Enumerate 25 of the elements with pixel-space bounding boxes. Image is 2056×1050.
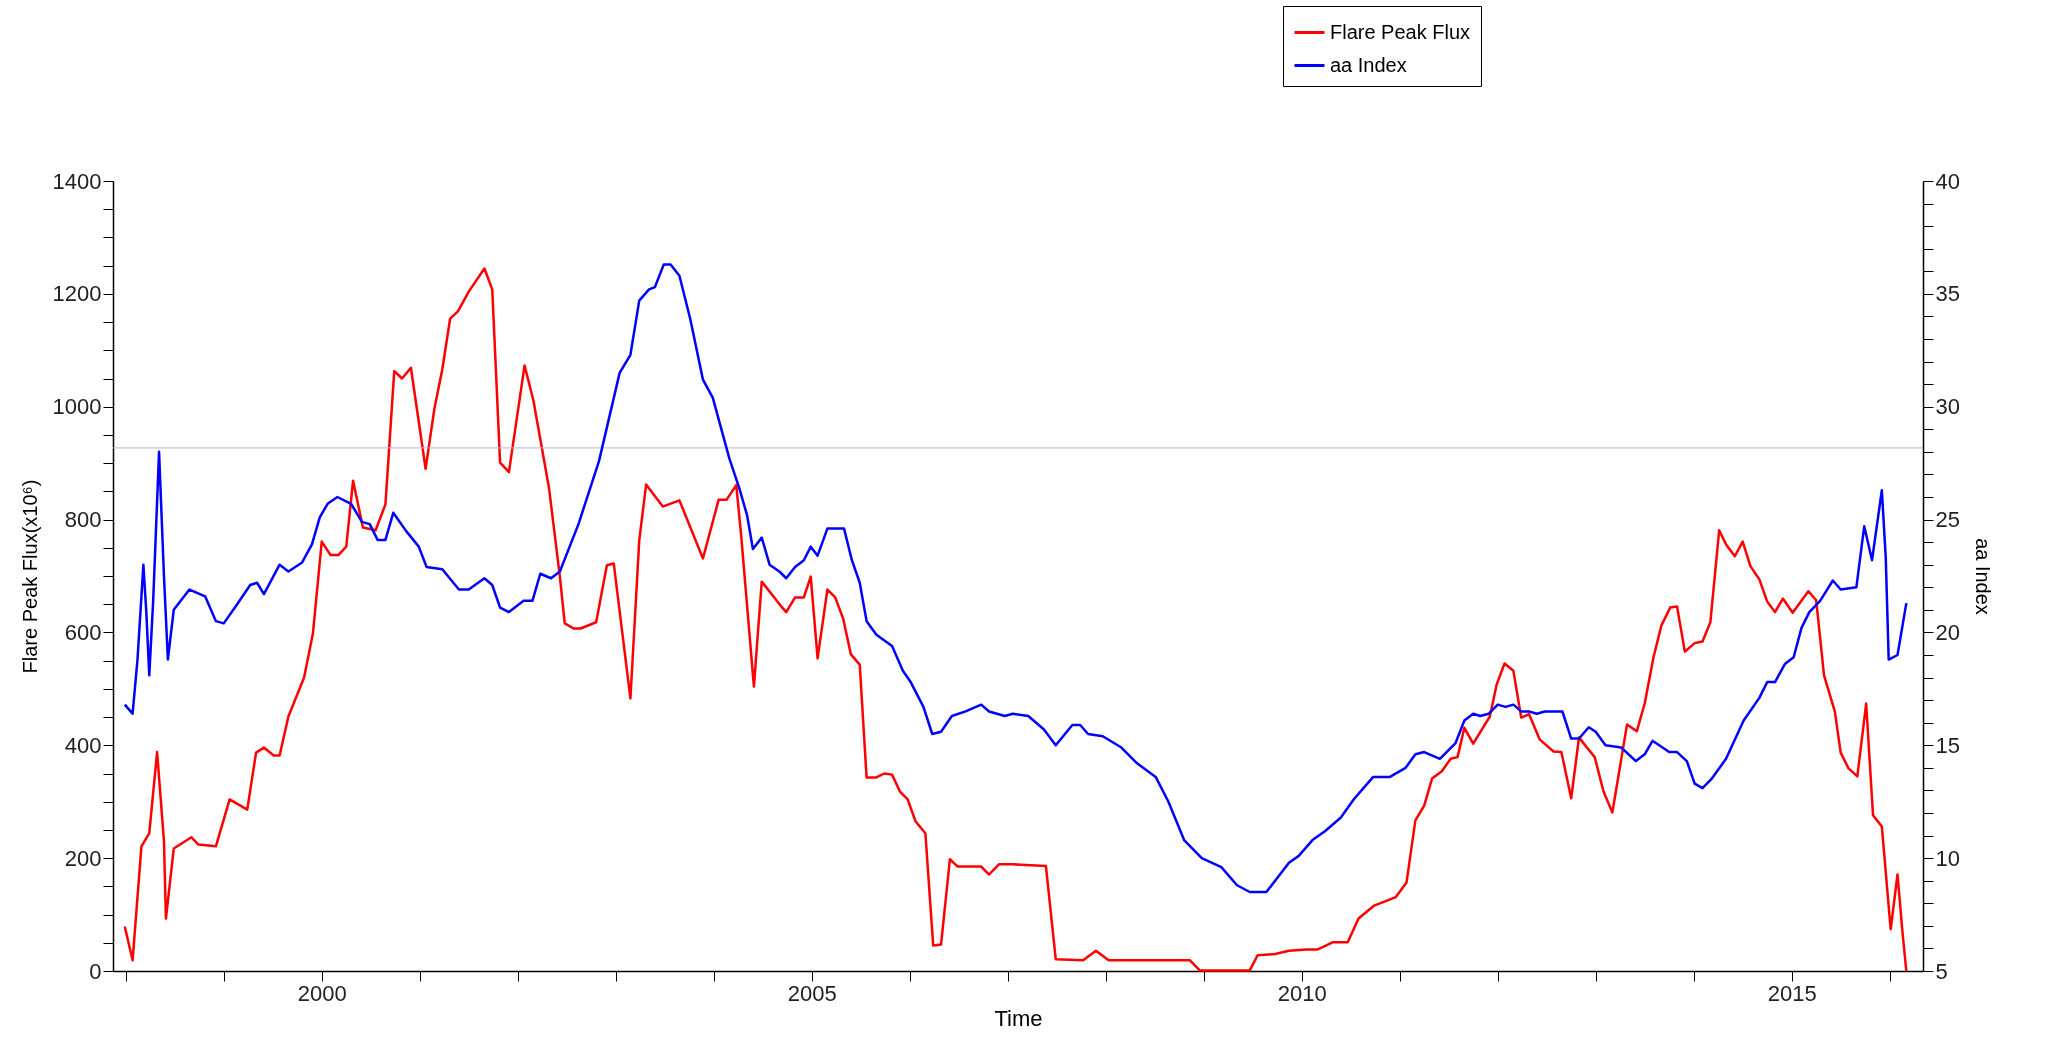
y2-tick-label: 5 bbox=[1935, 958, 1948, 984]
legend-label: aa Index bbox=[1330, 53, 1407, 76]
legend-label: Flare Peak Flux bbox=[1330, 20, 1471, 43]
x-tick-label: 2010 bbox=[1277, 980, 1327, 1006]
x-tick-label: 2015 bbox=[1767, 980, 1817, 1006]
y-tick-label: 200 bbox=[64, 845, 102, 871]
y-tick-label: 1200 bbox=[52, 281, 102, 307]
y2-tick-label: 35 bbox=[1935, 281, 1960, 307]
y-tick-label: 800 bbox=[64, 507, 102, 533]
y2-tick-label: 30 bbox=[1935, 394, 1960, 420]
y-tick-label: 1000 bbox=[52, 394, 102, 420]
y-tick-label: 400 bbox=[64, 732, 102, 758]
y2-tick-label: 25 bbox=[1935, 507, 1960, 533]
y2-tick-label: 10 bbox=[1935, 845, 1960, 871]
x-axis-title: Time bbox=[994, 1005, 1043, 1031]
y2-tick-label: 20 bbox=[1935, 619, 1960, 645]
y-tick-label: 600 bbox=[64, 619, 102, 645]
x-tick-label: 2005 bbox=[787, 980, 837, 1006]
y-axis-title: Flare Peak Flux(x10⁶) bbox=[18, 479, 41, 674]
y-tick-label: 1400 bbox=[52, 168, 102, 194]
y-tick-label: 0 bbox=[89, 958, 102, 984]
y2-tick-label: 15 bbox=[1935, 732, 1960, 758]
y2-tick-label: 40 bbox=[1935, 168, 1960, 194]
y2-axis-title: aa Index bbox=[1971, 538, 1994, 615]
x-tick-label: 2000 bbox=[297, 980, 347, 1006]
